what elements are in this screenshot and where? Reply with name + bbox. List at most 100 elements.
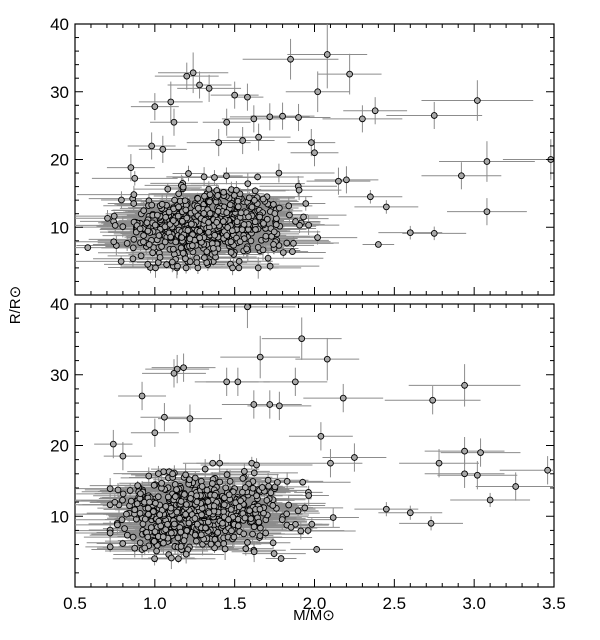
bottom-xtick-label: 3.5	[542, 594, 566, 613]
bottom-point-459	[220, 501, 228, 509]
bottom-point-649	[159, 533, 167, 541]
top-point-349	[200, 173, 208, 181]
bottom-point-512	[253, 461, 260, 469]
bottom-point-619	[256, 505, 264, 513]
top-point-231	[193, 259, 201, 266]
top-point-39	[127, 164, 135, 171]
bottom-point-197	[226, 477, 234, 485]
bottom-point-639	[237, 497, 244, 505]
bottom-point-502	[151, 528, 159, 536]
top-point-590	[158, 200, 166, 208]
top-point-617	[237, 209, 245, 217]
bottom-point-652	[239, 488, 246, 496]
bottom-point-576	[297, 527, 305, 535]
top-point-74	[211, 174, 218, 181]
top-point-28	[311, 149, 318, 157]
top-point-417	[279, 249, 287, 256]
top-point-493	[245, 194, 253, 202]
bottom-point-538	[169, 470, 176, 478]
top-point-396	[314, 234, 321, 241]
top-point-644	[162, 213, 169, 221]
top-point-395	[168, 258, 176, 266]
bottom-point-675	[263, 496, 271, 504]
top-point-95	[164, 185, 172, 193]
bottom-point-311	[269, 539, 277, 547]
top-point-625	[186, 258, 194, 265]
bottom-point-489	[168, 529, 175, 537]
bottom-point-634	[209, 480, 216, 487]
top-point-0	[183, 72, 191, 80]
bottom-point-408	[250, 469, 258, 477]
bottom-point-491	[182, 550, 190, 558]
top-point-586	[238, 226, 246, 234]
top-point-479	[152, 264, 159, 272]
top-point-650	[260, 220, 267, 227]
top-point-330	[248, 203, 256, 211]
bottom-point-667	[234, 522, 242, 530]
bottom-xtick-label: 2.0	[303, 594, 327, 613]
top-point-522	[227, 248, 235, 256]
bottom-point-596	[153, 547, 160, 555]
bottom-point-601	[230, 533, 238, 541]
bottom-point-616	[313, 546, 321, 553]
top-point-610	[183, 214, 191, 222]
bottom-point-556	[305, 492, 313, 499]
bottom-point-356	[126, 487, 134, 494]
top-point-29	[255, 133, 262, 141]
bottom-point-452	[136, 539, 144, 547]
top-point-30	[215, 139, 223, 146]
top-point-611	[302, 200, 310, 207]
bottom-point-656	[180, 537, 188, 544]
top-point-374	[296, 221, 303, 229]
bottom-point-421	[285, 501, 293, 509]
top-point-447	[178, 217, 186, 225]
top-point-14	[323, 51, 331, 58]
top-point-238	[172, 238, 180, 246]
bottom-point-660	[164, 520, 171, 528]
top-point-175	[104, 214, 111, 222]
bottom-point-640	[156, 511, 164, 519]
top-point-411	[251, 187, 259, 195]
bottom-point-605	[133, 500, 141, 508]
bottom-point-454	[144, 504, 152, 512]
top-point-635	[144, 227, 152, 235]
top-point-649	[213, 218, 221, 226]
top-point-9	[223, 118, 231, 126]
bottom-point-666	[210, 502, 218, 510]
panel-bottom: 10 20 30 40 0.5 1.0 1.5 2.0 2.5 3.0 3.5	[50, 295, 566, 613]
bottom-point-581	[262, 529, 270, 537]
bottom-point-477	[150, 508, 157, 515]
top-point-652	[270, 228, 278, 236]
top-point-623	[156, 253, 164, 261]
top-point-81	[266, 262, 274, 270]
bottom-point-19	[161, 413, 168, 421]
top-point-16	[314, 88, 322, 96]
bottom-point-35	[327, 459, 334, 467]
bottom-point-18	[151, 429, 159, 437]
bottom-point-671	[202, 524, 209, 532]
bottom-point-673	[172, 493, 179, 500]
bottom-point-28	[486, 496, 494, 504]
bottom-point-30	[406, 509, 414, 517]
bottom-point-32	[109, 440, 117, 448]
bottom-point-563	[127, 497, 135, 505]
bottom-point-10	[138, 392, 146, 400]
bottom-point-547	[160, 539, 167, 547]
top-point-22	[483, 158, 491, 165]
bottom-point-160	[242, 545, 250, 553]
bottom-point-645	[114, 486, 122, 494]
top-point-653	[196, 234, 203, 242]
bottom-point-17	[317, 432, 325, 440]
bottom-point-653	[164, 493, 172, 501]
bottom-ytick-label: 30	[50, 366, 69, 385]
top-point-659	[167, 233, 175, 241]
top-point-13	[287, 55, 294, 63]
bottom-point-651	[228, 527, 235, 535]
bottom-point-319	[150, 481, 158, 489]
bottom-ytick-label: 40	[50, 295, 69, 314]
top-point-11	[266, 113, 274, 121]
top-point-472	[179, 183, 187, 191]
top-point-551	[206, 191, 214, 198]
top-point-424	[140, 238, 147, 246]
bottom-point-564	[207, 540, 215, 548]
